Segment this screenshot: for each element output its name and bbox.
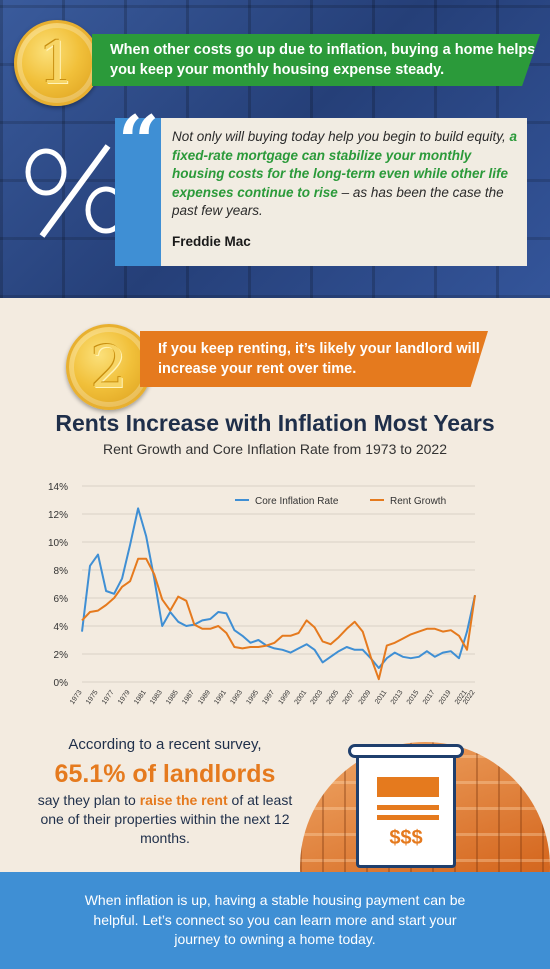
survey-stat: 65.1% of landlords: [54, 760, 276, 788]
renting-banner: If you keep renting, it’s likely your la…: [140, 331, 488, 387]
bill-header-bar: [377, 777, 439, 797]
quote-accent-bar: [115, 118, 161, 266]
bill-scroll-icon: $$$: [356, 752, 456, 868]
quote-card: [115, 118, 527, 266]
x-tick-label: 1995: [245, 689, 260, 706]
x-tick-label: 1973: [69, 689, 84, 706]
x-tick-label: 2003: [310, 689, 325, 706]
quote-part1: Not only will buying today help you begi…: [172, 129, 510, 144]
inflation-banner: When other costs go up due to inflation,…: [92, 34, 540, 86]
x-tick-label: 2013: [390, 689, 405, 706]
number-two-coin-icon: 2: [66, 324, 152, 410]
bill-line: [377, 805, 439, 810]
quote-mark-icon: “: [118, 99, 160, 184]
x-tick-label: 1989: [197, 689, 212, 706]
legend-label: Rent Growth: [390, 496, 446, 507]
x-tick-label: 2001: [294, 689, 309, 706]
series-line-core-inflation-rate: [81, 507, 476, 669]
survey-detail-c: of at least one of their properties with…: [40, 792, 293, 846]
x-tick-label: 2005: [326, 689, 341, 706]
line-chart: 0%2%4%6%8%10%12%14%1973 1975 1977 1979 1981 1…: [48, 482, 477, 706]
x-tick-label: 1985: [165, 689, 180, 706]
coin-number: 1: [38, 29, 76, 97]
footer-cta: When inflation is up, having a stable ho…: [0, 872, 550, 969]
inflation-banner-text: When other costs go up due to inflation,…: [110, 42, 536, 78]
x-tick-label: 1987: [181, 689, 196, 706]
x-tick-label: 2007: [342, 689, 357, 706]
survey-detail-a: say they plan to: [37, 792, 140, 808]
y-tick-label: 12%: [48, 510, 68, 521]
survey-detail-highlight: raise the rent: [139, 792, 228, 808]
x-tick-label: 1993: [229, 689, 244, 706]
x-tick-label: 2015: [406, 689, 421, 706]
x-tick-label: 1979: [117, 689, 132, 706]
chart-subtitle: Rent Growth and Core Inflation Rate from…: [103, 441, 447, 457]
survey-detail: say they plan to raise the rent of at le…: [30, 791, 300, 848]
x-tick-label: 2011: [374, 689, 388, 705]
y-tick-label: 10%: [48, 538, 68, 549]
y-tick-label: 0%: [54, 678, 69, 689]
renting-banner-text: If you keep renting, it’s likely your la…: [158, 341, 480, 377]
coin-number: 2: [90, 333, 128, 401]
number-one-coin-icon: 1: [14, 20, 100, 106]
series-line-rent-growth: [81, 557, 476, 681]
x-tick-label: 2009: [358, 689, 373, 706]
bill-amount: $$$: [389, 827, 423, 849]
x-tick-label: 1981: [133, 689, 148, 706]
legend-label: Core Inflation Rate: [255, 496, 339, 507]
bill-line: [377, 815, 439, 820]
chart-title: Rents Increase with Inflation Most Years: [55, 410, 495, 436]
x-tick-label: 2017: [422, 689, 437, 706]
x-tick-label: 2019: [438, 689, 453, 706]
survey-block: According to a recent survey, 65.1% of l…: [30, 735, 300, 848]
y-tick-label: 14%: [48, 482, 68, 493]
footer-text: When inflation is up, having a stable ho…: [84, 892, 466, 948]
x-tick-label: 1991: [213, 689, 228, 706]
x-tick-label: 1997: [261, 689, 276, 706]
quote-text: Not only will buying today help you begi…: [172, 128, 520, 221]
survey-intro: According to a recent survey,: [68, 736, 262, 753]
y-tick-label: 2%: [54, 650, 69, 661]
quote-part2: – as has been the case the past few year…: [172, 184, 504, 219]
rent-bill-illustration: $$$: [292, 742, 550, 872]
x-tick-label: 1983: [149, 689, 164, 706]
y-tick-label: 8%: [54, 566, 69, 577]
x-tick-label: 1975: [85, 689, 100, 706]
x-tick-label: 1999: [277, 689, 292, 706]
quote-author: Freddie Mac: [172, 234, 251, 249]
bill-scroll-roll: [348, 744, 464, 758]
y-tick-label: 6%: [54, 594, 69, 605]
quote-highlight: a fixed-rate mortgage can stabilize your…: [172, 129, 517, 200]
x-tick-label: 1977: [101, 689, 116, 706]
y-tick-label: 4%: [54, 622, 69, 633]
